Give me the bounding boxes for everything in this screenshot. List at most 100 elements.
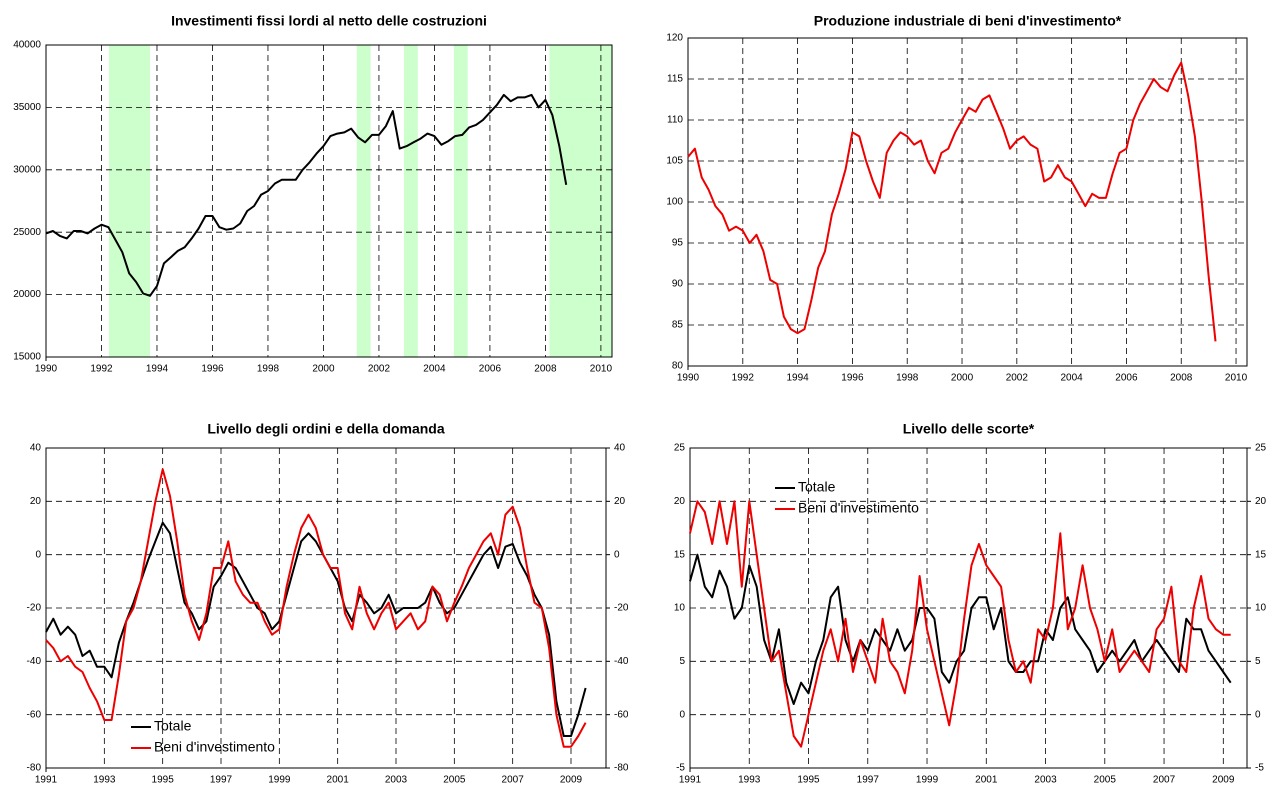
x-tick-label: 2000 (951, 373, 974, 384)
shaded-period (549, 45, 612, 357)
x-tick-label: 2003 (385, 775, 408, 786)
x-tick-label: 1996 (201, 364, 224, 375)
y-tick-label: 10 (674, 603, 686, 614)
y2-tick-label: -20 (614, 603, 629, 614)
y-tick-label: 110 (667, 115, 683, 126)
x-tick-label: 2000 (312, 364, 335, 375)
x-tick-label: 1990 (677, 373, 700, 384)
x-tick-label: 1994 (146, 364, 169, 375)
x-tick-label: 2009 (1212, 775, 1235, 786)
y2-tick-label: -40 (614, 656, 629, 667)
y-tick-label: 40000 (13, 40, 41, 51)
x-tick-label: 2006 (1115, 373, 1138, 384)
x-tick-label: 1993 (93, 775, 116, 786)
x-tick-label: 2007 (502, 775, 525, 786)
x-tick-label: 2002 (1006, 373, 1029, 384)
legend-label: Totale (798, 479, 836, 495)
y2-tick-label: 0 (1255, 709, 1261, 720)
series-line (689, 553, 1232, 705)
y-tick-label: 40 (30, 443, 42, 454)
chart-title: Produzione industriale di beni d'investi… (814, 13, 1122, 29)
y-tick-label: 120 (666, 33, 683, 44)
y-tick-label: 15000 (13, 352, 41, 363)
x-tick-label: 2003 (1034, 775, 1057, 786)
y2-tick-label: 10 (1255, 603, 1267, 614)
series-line (687, 61, 1217, 342)
x-tick-label: 1992 (90, 364, 113, 375)
legend-label: Beni d'investimento (154, 739, 275, 755)
x-tick-label: 1992 (732, 373, 755, 384)
x-tick-label: 2010 (1225, 373, 1248, 384)
x-tick-label: 1993 (738, 775, 761, 786)
y2-tick-label: 5 (1255, 656, 1261, 667)
x-tick-label: 1995 (152, 775, 175, 786)
y-tick-label: 15 (674, 549, 686, 560)
x-tick-label: 1990 (35, 364, 58, 375)
x-tick-label: 2010 (590, 364, 613, 375)
y-tick-label: -60 (27, 709, 42, 720)
x-tick-label: 2008 (1170, 373, 1193, 384)
y-tick-label: 115 (667, 74, 683, 85)
x-tick-label: 1991 (35, 775, 58, 786)
y-tick-label: 30000 (13, 164, 41, 175)
x-tick-label: 1991 (679, 775, 702, 786)
x-tick-label: 1999 (916, 775, 939, 786)
x-tick-label: 1994 (786, 373, 809, 384)
y2-tick-label: -5 (1255, 763, 1264, 774)
x-tick-label: 2001 (327, 775, 350, 786)
y-tick-label: 100 (666, 197, 683, 208)
y-tick-label: 0 (679, 709, 685, 720)
y-tick-label: 25 (674, 443, 686, 454)
x-tick-label: 2008 (534, 364, 557, 375)
plot-frame (687, 37, 1248, 367)
x-tick-label: 1998 (896, 373, 919, 384)
x-tick-label: 1997 (857, 775, 880, 786)
shaded-period (453, 45, 468, 357)
chart-title: Livello degli ordini e della domanda (207, 421, 444, 437)
x-tick-label: 1995 (797, 775, 820, 786)
x-tick-label: 2006 (479, 364, 502, 375)
y-tick-label: -40 (27, 656, 42, 667)
y-tick-label: 85 (672, 320, 684, 331)
chart-title: Livello delle scorte* (903, 421, 1035, 437)
series-line (45, 93, 568, 297)
shaded-period (108, 45, 151, 357)
series-line (689, 500, 1231, 748)
x-tick-label: 2005 (443, 775, 466, 786)
y-tick-label: 35000 (13, 102, 41, 113)
y-tick-label: 25000 (13, 227, 41, 238)
x-tick-label: 1998 (257, 364, 280, 375)
plot-frame (45, 447, 607, 769)
y2-tick-label: 40 (614, 443, 626, 454)
y-tick-label: -5 (676, 763, 685, 774)
plot-frame (689, 447, 1248, 769)
x-tick-label: 2004 (1061, 373, 1084, 384)
x-tick-label: 1997 (210, 775, 233, 786)
y-tick-label: 20000 (13, 289, 41, 300)
x-tick-label: 2007 (1153, 775, 1176, 786)
y2-tick-label: 0 (614, 549, 620, 560)
x-tick-label: 2005 (1094, 775, 1117, 786)
y-tick-label: 5 (679, 656, 685, 667)
series-line (45, 468, 587, 748)
x-tick-label: 2001 (975, 775, 998, 786)
x-tick-label: 2009 (560, 775, 583, 786)
x-tick-label: 2002 (368, 364, 391, 375)
chart-title: Investimenti fissi lordi al netto delle … (171, 13, 487, 29)
y-tick-label: -80 (27, 763, 42, 774)
y2-tick-label: 20 (1255, 496, 1267, 507)
plot-frame (45, 44, 613, 358)
y2-tick-label: -60 (614, 709, 629, 720)
legend-label: Beni d'investimento (798, 500, 919, 516)
y2-tick-label: 25 (1255, 443, 1267, 454)
shaded-period (356, 45, 371, 357)
y-tick-label: -20 (27, 603, 42, 614)
y2-tick-label: -80 (614, 763, 629, 774)
shaded-period (403, 45, 418, 357)
y-tick-label: 20 (30, 496, 42, 507)
y2-tick-label: 20 (614, 496, 626, 507)
x-tick-label: 1999 (268, 775, 291, 786)
x-tick-label: 1996 (841, 373, 864, 384)
y-tick-label: 20 (674, 496, 686, 507)
